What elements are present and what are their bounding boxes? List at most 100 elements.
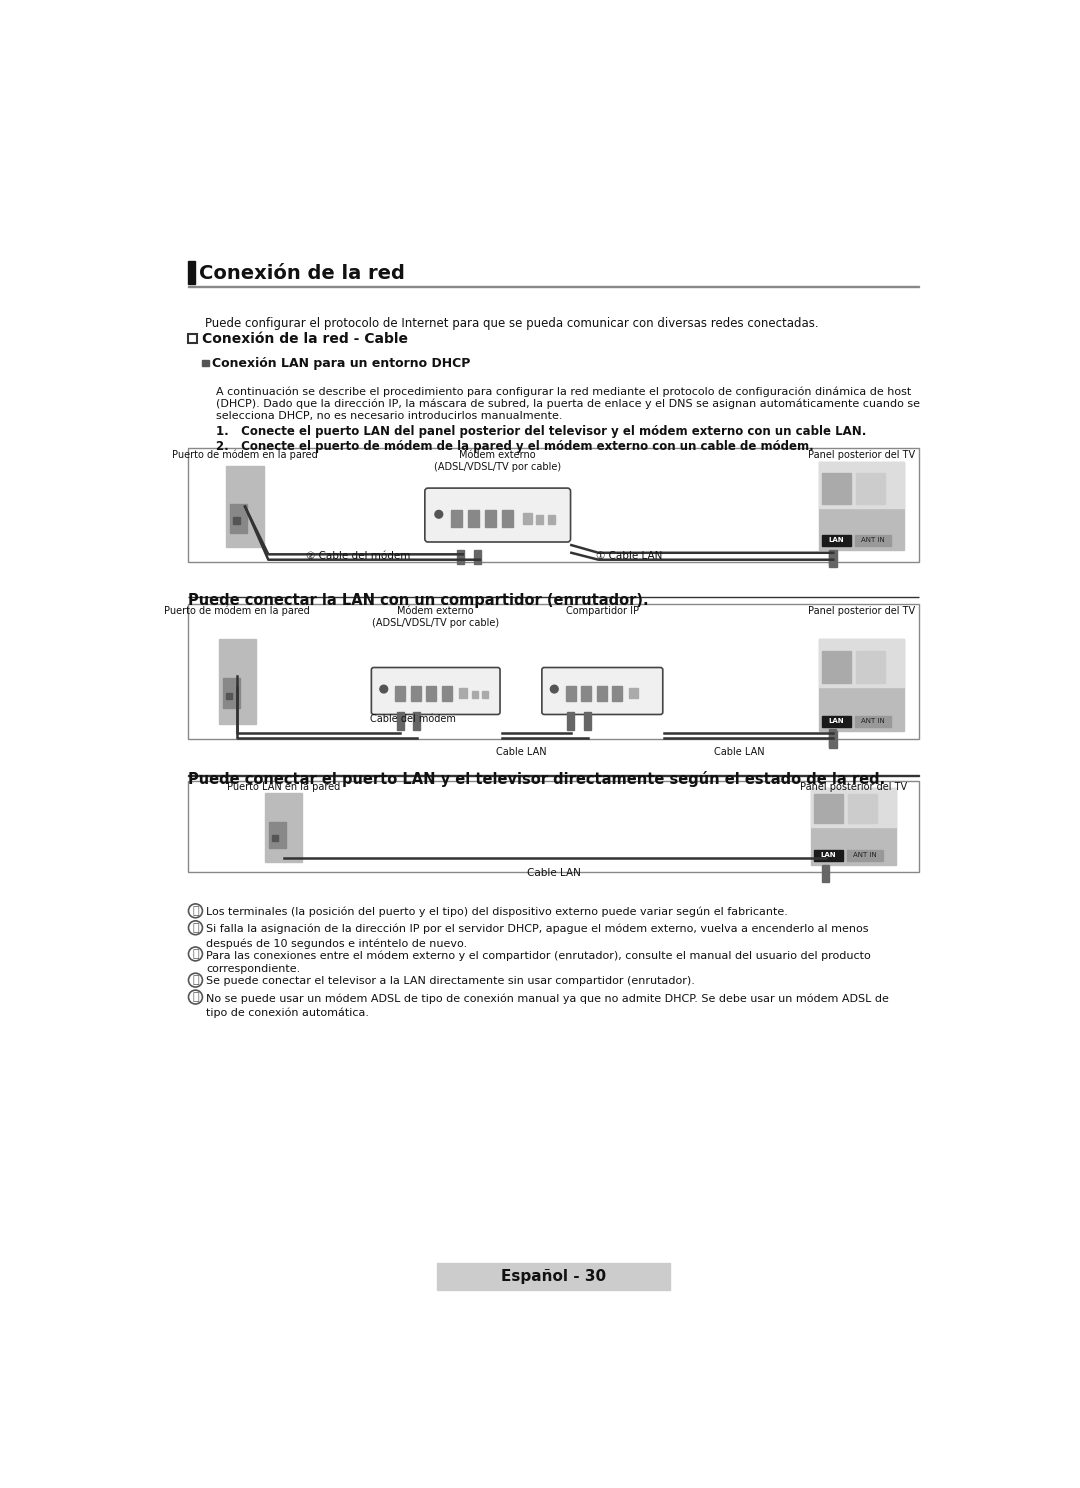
Bar (819, 638, 904, 732)
Text: Ⓟ: Ⓟ (192, 949, 199, 958)
Text: ANT IN: ANT IN (861, 537, 885, 543)
Text: Se puede conectar el televisor a la LAN directamente sin usar compartidor (enrut: Se puede conectar el televisor a la LAN … (206, 976, 696, 987)
Bar (230, 503, 247, 533)
Bar (819, 638, 904, 687)
Bar (855, 650, 886, 683)
Text: ANT IN: ANT IN (861, 719, 885, 725)
Text: Puerto de módem en la pared: Puerto de módem en la pared (172, 449, 318, 460)
Bar (395, 686, 405, 701)
Text: Panel posterior del TV: Panel posterior del TV (800, 783, 907, 792)
Text: Puede conectar la LAN con un compartidor (enrutador).: Puede conectar la LAN con un compartidor… (188, 592, 648, 607)
Bar (822, 716, 851, 726)
Bar (819, 461, 904, 551)
Bar (855, 473, 886, 504)
Text: 2.   Conecte el puerto de módem de la pared y el módem externo con un cable de m: 2. Conecte el puerto de módem de la pare… (216, 440, 813, 454)
Bar (482, 690, 488, 698)
Bar (427, 686, 436, 701)
Text: Puerto de módem en la pared: Puerto de módem en la pared (164, 606, 310, 616)
Text: Cable LAN: Cable LAN (714, 747, 765, 757)
Circle shape (551, 684, 558, 693)
Text: Puerto LAN en la pared: Puerto LAN en la pared (227, 783, 340, 792)
Bar (822, 473, 851, 504)
Text: Módem externo
(ADSL/VDSL/TV por cable): Módem externo (ADSL/VDSL/TV por cable) (434, 449, 562, 472)
Bar (822, 650, 851, 683)
Text: Panel posterior del TV: Panel posterior del TV (808, 449, 915, 460)
Bar (523, 513, 531, 524)
Text: ANT IN: ANT IN (853, 853, 877, 859)
Text: Cable LAN: Cable LAN (496, 747, 546, 757)
Bar (829, 551, 837, 567)
Bar (581, 686, 592, 701)
Text: Ⓟ: Ⓟ (192, 906, 199, 915)
Bar (188, 260, 194, 284)
Bar (485, 510, 496, 527)
Text: ① Cable LAN: ① Cable LAN (596, 551, 663, 561)
Bar (855, 536, 891, 546)
Bar (848, 793, 877, 823)
Bar (437, 1263, 670, 1290)
Text: A continuación se describe el procedimiento para configurar la red mediante el p: A continuación se describe el procedimie… (216, 387, 910, 397)
Text: Si falla la asignación de la dirección IP por el servidor DHCP, apague el módem : Si falla la asignación de la dirección I… (206, 924, 868, 949)
Text: Cable LAN: Cable LAN (527, 869, 581, 878)
Bar (226, 693, 232, 699)
Bar (566, 686, 576, 701)
Circle shape (435, 510, 443, 518)
Bar (597, 686, 607, 701)
Text: Panel posterior del TV: Panel posterior del TV (808, 606, 915, 616)
Bar (829, 551, 836, 565)
Bar (397, 713, 404, 731)
Bar (814, 793, 843, 823)
Text: Ⓟ: Ⓟ (192, 992, 199, 1001)
Bar (188, 604, 919, 740)
Circle shape (380, 684, 388, 693)
Bar (451, 510, 462, 527)
Text: Ⓟ: Ⓟ (192, 975, 199, 985)
Bar (202, 360, 208, 366)
Bar (472, 690, 478, 698)
FancyBboxPatch shape (542, 668, 663, 714)
Text: LAN: LAN (828, 719, 845, 725)
Bar (469, 510, 480, 527)
Text: Puede conectar el puerto LAN y el televisor directamente según el estado de la r: Puede conectar el puerto LAN y el televi… (188, 771, 885, 787)
Text: Conexión LAN para un entorno DHCP: Conexión LAN para un entorno DHCP (213, 357, 471, 371)
Bar (822, 536, 851, 546)
Bar (567, 713, 575, 731)
Text: Ⓟ: Ⓟ (192, 923, 199, 933)
Bar (272, 835, 279, 841)
Bar (227, 466, 264, 546)
Text: Español - 30: Español - 30 (501, 1269, 606, 1284)
Bar (414, 713, 420, 731)
Text: Conexión de la red - Cable: Conexión de la red - Cable (202, 332, 407, 345)
Bar (410, 686, 421, 701)
Text: LAN: LAN (828, 537, 845, 543)
Text: selecciona DHCP, no es necesario introducirlos manualmente.: selecciona DHCP, no es necesario introdu… (216, 411, 562, 421)
Bar (583, 713, 591, 731)
Bar (442, 686, 451, 701)
Bar (459, 689, 468, 698)
Text: LAN: LAN (821, 853, 836, 859)
Bar (847, 850, 882, 860)
Bar (829, 729, 836, 747)
Text: Compartidor IP: Compartidor IP (566, 606, 639, 616)
Bar (829, 732, 837, 748)
Bar (537, 515, 543, 524)
Bar (811, 789, 896, 866)
Text: Los terminales (la posición del puerto y el tipo) del dispositivo externo puede : Los terminales (la posición del puerto y… (206, 908, 788, 918)
Text: (DHCP). Dado que la dirección IP, la máscara de subred, la puerta de enlace y el: (DHCP). Dado que la dirección IP, la más… (216, 399, 919, 409)
Bar (814, 850, 843, 860)
Bar (548, 515, 555, 524)
Bar (474, 549, 482, 564)
Bar (188, 448, 919, 562)
Text: Puede configurar el protocolo de Internet para que se pueda comunicar con divers: Puede configurar el protocolo de Interne… (205, 317, 819, 330)
Bar (822, 866, 829, 882)
FancyBboxPatch shape (424, 488, 570, 542)
Bar (458, 549, 464, 564)
Text: Para las conexiones entre el módem externo y el compartidor (enrutador), consult: Para las conexiones entre el módem exter… (206, 951, 872, 975)
FancyBboxPatch shape (372, 668, 500, 714)
Bar (630, 689, 638, 698)
Text: 1.   Conecte el puerto LAN del panel posterior del televisor y el módem externo : 1. Conecte el puerto LAN del panel poste… (216, 426, 866, 437)
Bar (188, 335, 197, 344)
Bar (269, 821, 286, 848)
Bar (811, 789, 896, 827)
Bar (502, 510, 513, 527)
